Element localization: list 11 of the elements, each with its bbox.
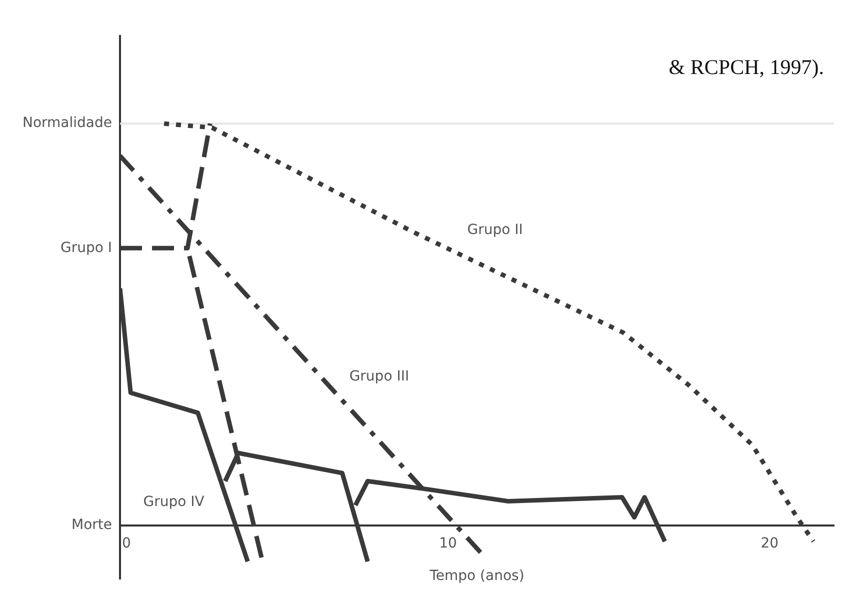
x-tick-label: 0 — [122, 535, 131, 552]
series-label: Grupo III — [349, 368, 410, 384]
text: & RCPCH, 1997). — [668, 55, 824, 80]
text: Morte — [71, 516, 112, 533]
series-label: Grupo IV — [143, 494, 205, 510]
x-axis-title: Tempo (anos) — [428, 568, 524, 584]
ref-line-label: Normalidade — [22, 115, 112, 132]
series-label: Grupo II — [467, 222, 523, 238]
series-label: Grupo I — [60, 240, 112, 256]
x-tick-label: 10 — [439, 535, 457, 552]
x-tick-label: 20 — [760, 535, 779, 552]
